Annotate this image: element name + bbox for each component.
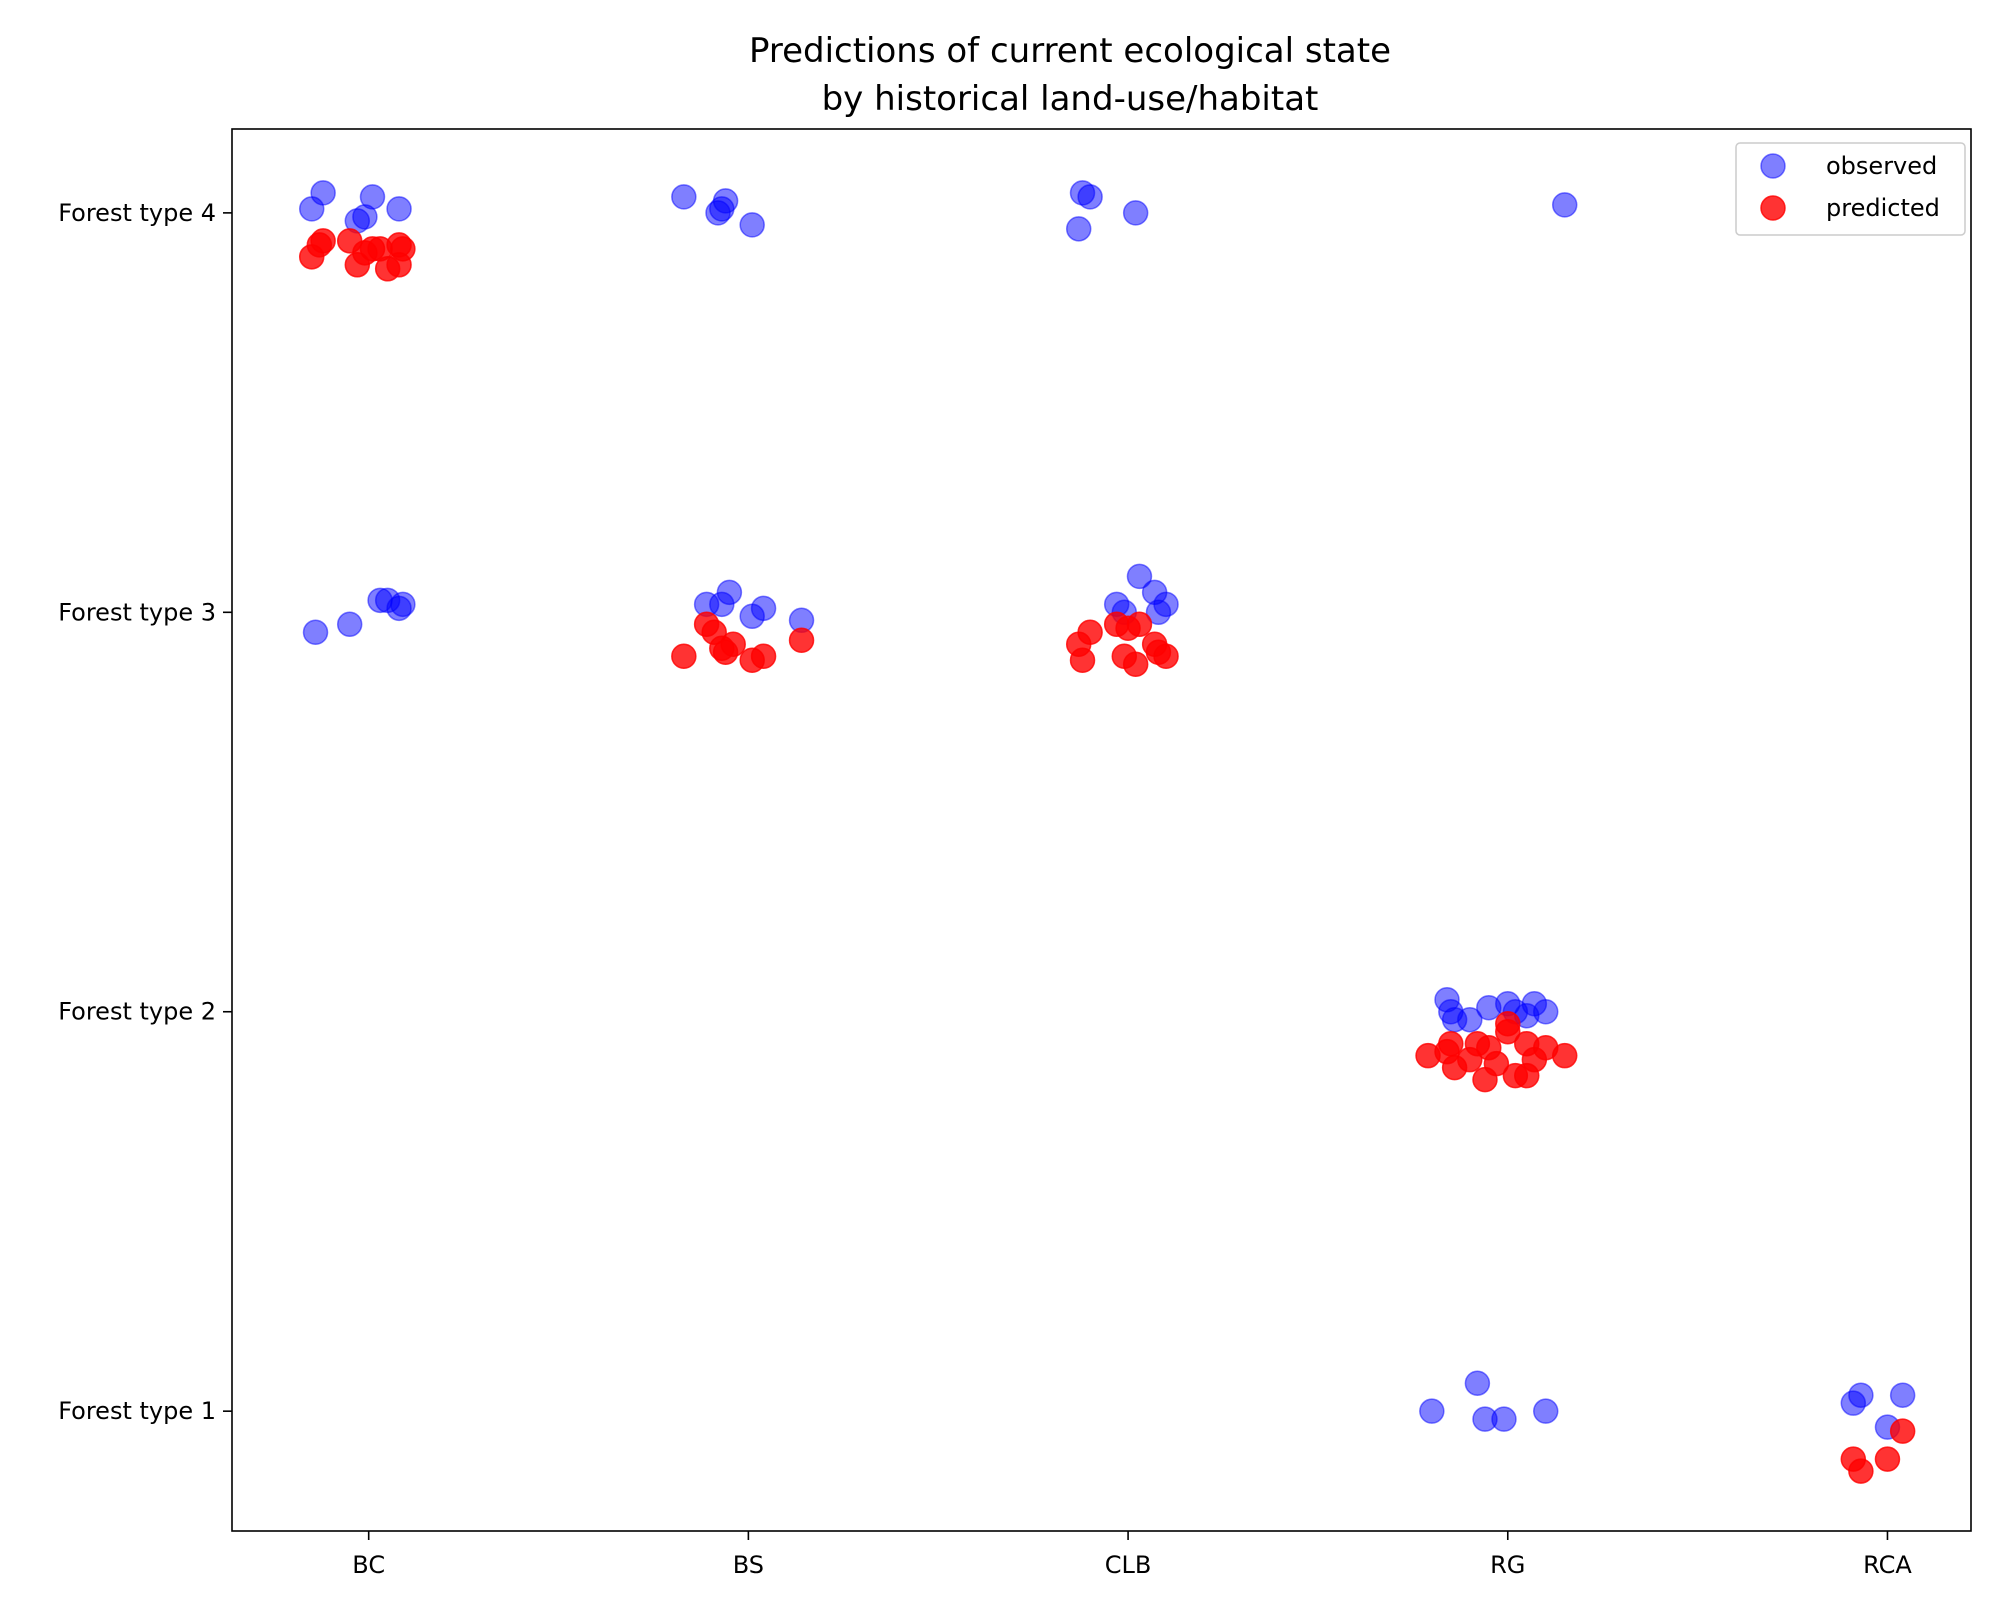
- observed-point-1: [310, 180, 336, 206]
- y-tick-label: Forest type 3: [58, 598, 216, 626]
- observed-point-43: [1532, 998, 1559, 1025]
- legend-label-observed: observed: [1826, 152, 1937, 180]
- legend-marker-predicted: [1760, 195, 1786, 221]
- observed-point-47: [1491, 1406, 1517, 1432]
- observed-point-52: [1889, 1382, 1916, 1408]
- predicted-point-27: [1122, 651, 1149, 677]
- legend: observed predicted: [1735, 142, 1966, 236]
- observed-point-48: [1532, 1398, 1559, 1424]
- predicted-point-20: [788, 627, 815, 654]
- observed-point-11: [390, 591, 416, 618]
- series-observed: [298, 180, 1916, 1440]
- observed-point-19: [716, 579, 743, 606]
- predicted-point-51: [1874, 1446, 1901, 1472]
- y-tick-label: Forest type 4: [58, 199, 216, 227]
- observed-point-7: [336, 611, 363, 638]
- observed-point-5: [386, 196, 412, 222]
- chart-title-line-2: by historical land-use/habitat: [822, 79, 1319, 119]
- predicted-point-50: [1848, 1458, 1874, 1484]
- predicted-point-2: [310, 228, 336, 254]
- observed-point-37: [1457, 1006, 1483, 1033]
- observed-point-44: [1419, 1398, 1445, 1424]
- predicted-point-22: [1069, 647, 1096, 673]
- observed-point-32: [1153, 591, 1179, 618]
- predicted-point-19: [750, 643, 777, 669]
- observed-point-4: [359, 184, 386, 210]
- y-tick-label: Forest type 1: [58, 1397, 216, 1425]
- x-tick-label: CLB: [1105, 1551, 1152, 1579]
- predicted-point-52: [1889, 1418, 1916, 1444]
- legend-box: [1735, 142, 1966, 236]
- series-predicted: [298, 228, 1916, 1484]
- chart-title: Predictions of current ecological state …: [749, 31, 1391, 119]
- observed-point-45: [1464, 1370, 1491, 1396]
- predicted-point-17: [720, 631, 746, 658]
- legend-label-predicted: predicted: [1826, 194, 1940, 222]
- points-layer: [298, 180, 1916, 1484]
- predicted-point-48: [1551, 1042, 1578, 1069]
- observed-point-6: [302, 619, 329, 646]
- predicted-point-31: [1153, 643, 1179, 669]
- predicted-point-11: [390, 236, 416, 262]
- x-axis: BC BS CLB RG RCA: [352, 1531, 1912, 1579]
- predicted-point-34: [1438, 1030, 1464, 1057]
- chart-title-line-1: Predictions of current ecological state: [749, 31, 1391, 71]
- observed-point-23: [1065, 216, 1092, 242]
- observed-point-26: [1122, 200, 1149, 226]
- x-tick-label: BC: [352, 1551, 385, 1579]
- legend-marker-observed: [1760, 153, 1786, 179]
- observed-point-25: [1077, 184, 1103, 210]
- x-tick-label: RG: [1490, 1551, 1525, 1579]
- y-axis: Forest type 1 Forest type 2 Forest type 3 F…: [58, 199, 232, 1425]
- predicted-point-42: [1495, 1018, 1521, 1045]
- plot-area-frame: [231, 128, 1972, 1532]
- observed-point-12: [671, 184, 697, 210]
- y-tick-label: Forest type 2: [58, 998, 216, 1026]
- x-tick-label: BS: [733, 1551, 764, 1579]
- predicted-point-28: [1126, 611, 1153, 638]
- observed-point-29: [1126, 563, 1153, 590]
- predicted-point-23: [1077, 619, 1103, 646]
- predicted-point-12: [671, 643, 697, 669]
- observed-point-21: [750, 595, 777, 622]
- observed-point-15: [712, 188, 739, 214]
- observed-point-16: [739, 212, 765, 238]
- x-tick-label: RCA: [1863, 1551, 1912, 1579]
- observed-point-33: [1551, 192, 1578, 218]
- observed-point-50: [1848, 1382, 1874, 1408]
- predicted-point-40: [1483, 1050, 1510, 1077]
